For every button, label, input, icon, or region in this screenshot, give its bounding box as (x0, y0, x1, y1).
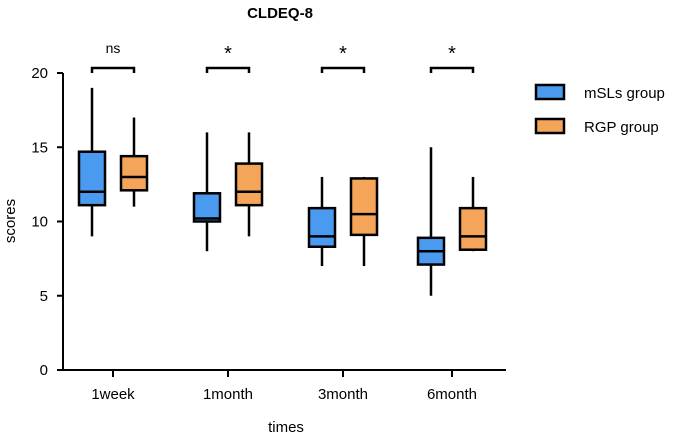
box-body (119, 154, 149, 192)
box-msls-group-1week (77, 87, 107, 237)
box-msls-group-3month (307, 176, 337, 267)
y-tick-label: 15 (31, 139, 48, 156)
y-tick-label: 5 (40, 288, 48, 305)
significance-label: * (339, 43, 347, 65)
box-body (192, 192, 222, 223)
box-body (77, 150, 107, 207)
significance-label: * (448, 43, 456, 65)
x-tick-label-1week: 1week (91, 386, 135, 403)
box-rgp-group-3month (349, 176, 379, 267)
box-body (349, 177, 379, 237)
significance-markers: ns * * * (90, 40, 475, 73)
y-tick-label: 20 (31, 65, 48, 82)
significance-label: ns (106, 40, 121, 56)
box-body (307, 206, 337, 248)
x-tick-label-3month: 3month (318, 386, 368, 403)
x-ticks: 1week 1month 3month 6month (91, 370, 477, 403)
significance-label: * (224, 43, 232, 65)
box-rgp-group-1week (119, 117, 149, 207)
significance-bracket (90, 66, 136, 73)
legend: mSLs group RGP group (534, 83, 665, 136)
y-axis-title: scores (2, 199, 19, 243)
legend-swatch-msls (534, 83, 566, 101)
x-tick-label-6month: 6month (427, 386, 477, 403)
y-tick-label: 10 (31, 214, 48, 231)
x-tick-label-1month: 1month (203, 386, 253, 403)
chart-title: CLDEQ-8 (247, 5, 313, 22)
y-tick-label: 0 (40, 362, 48, 379)
box-msls-group-6month (416, 147, 446, 296)
x-axis-title: times (268, 419, 304, 436)
box-body (234, 162, 264, 207)
box-plots (77, 87, 488, 296)
box-rgp-group-1month (234, 132, 264, 237)
significance-bracket (320, 66, 366, 73)
legend-swatch-rgp (534, 117, 566, 135)
significance-bracket (205, 66, 251, 73)
legend-label-msls: mSLs group (584, 85, 665, 102)
y-ticks: 0 5 10 15 20 (31, 65, 63, 379)
box-body (458, 206, 488, 251)
significance-bracket (429, 66, 475, 73)
box-msls-group-1month (192, 132, 222, 252)
box-rgp-group-6month (458, 176, 488, 252)
legend-label-rgp: RGP group (584, 119, 659, 136)
